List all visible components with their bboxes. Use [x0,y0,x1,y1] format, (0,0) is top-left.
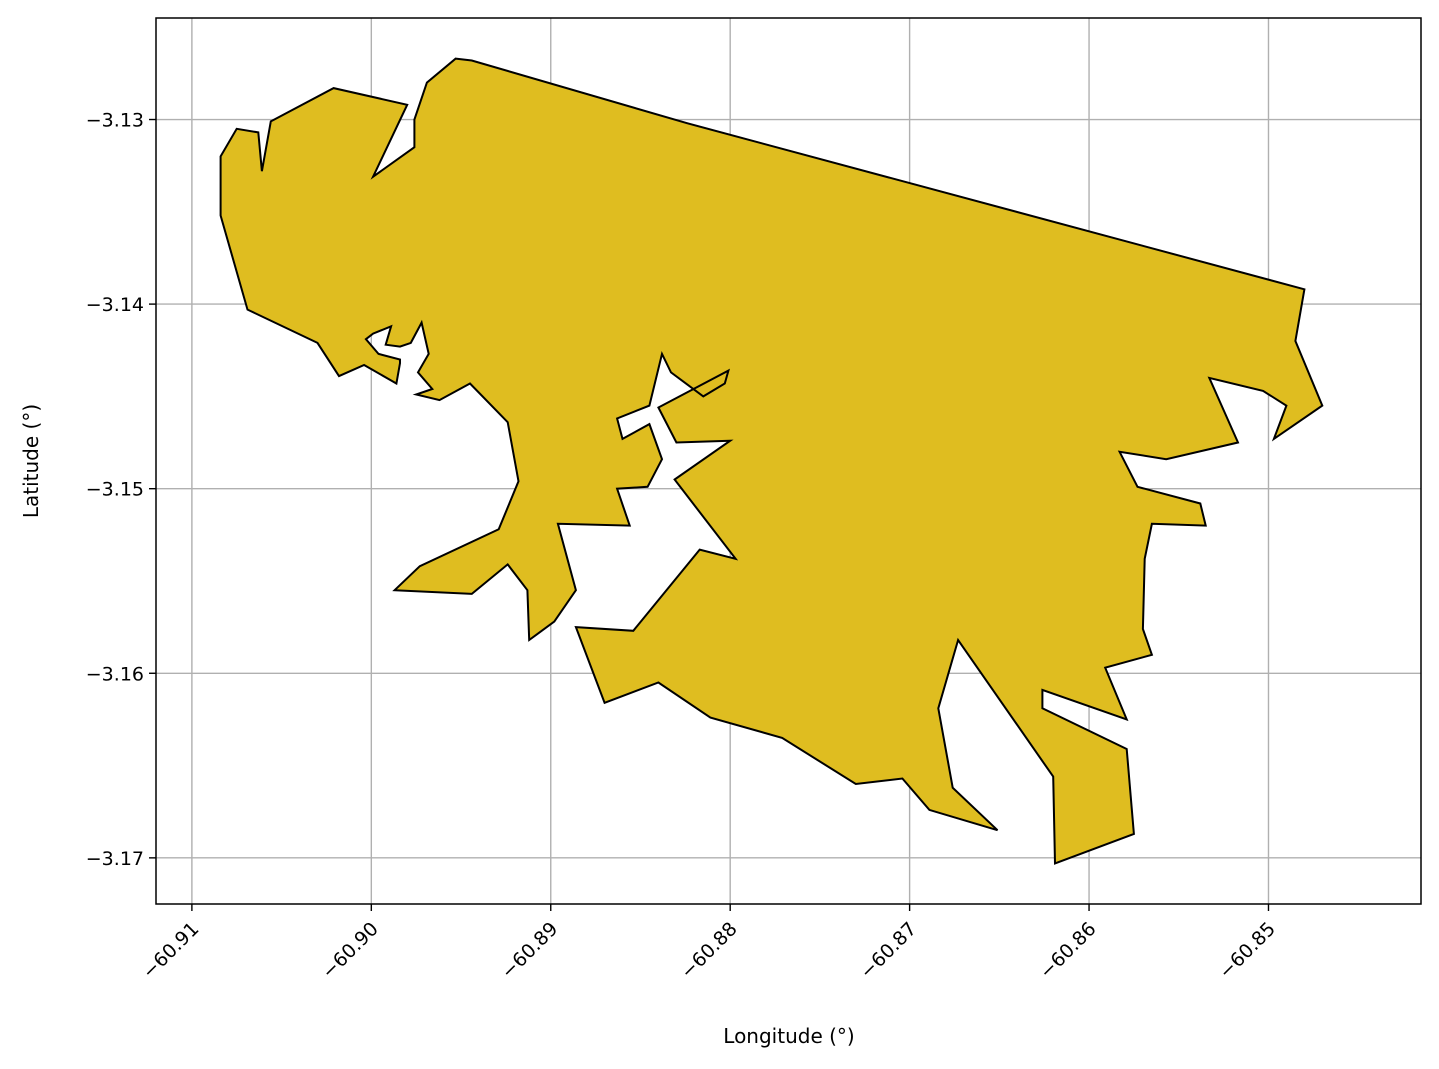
y-tick-label: −3.17 [86,848,144,870]
y-axis-ticks: −3.13 −3.14 −3.15 −3.16 −3.17 [86,110,156,870]
axes-frame [155,17,1422,905]
x-axis-label: Longitude (°) [723,1024,854,1048]
y-tick-label: −3.16 [86,663,144,685]
y-tick-label: −3.14 [86,294,144,316]
y-axis-label: Latitude (°) [19,404,43,518]
region-polygon [219,57,1324,865]
y-tick-label: −3.15 [86,479,144,501]
y-tick-label: −3.13 [86,110,144,132]
